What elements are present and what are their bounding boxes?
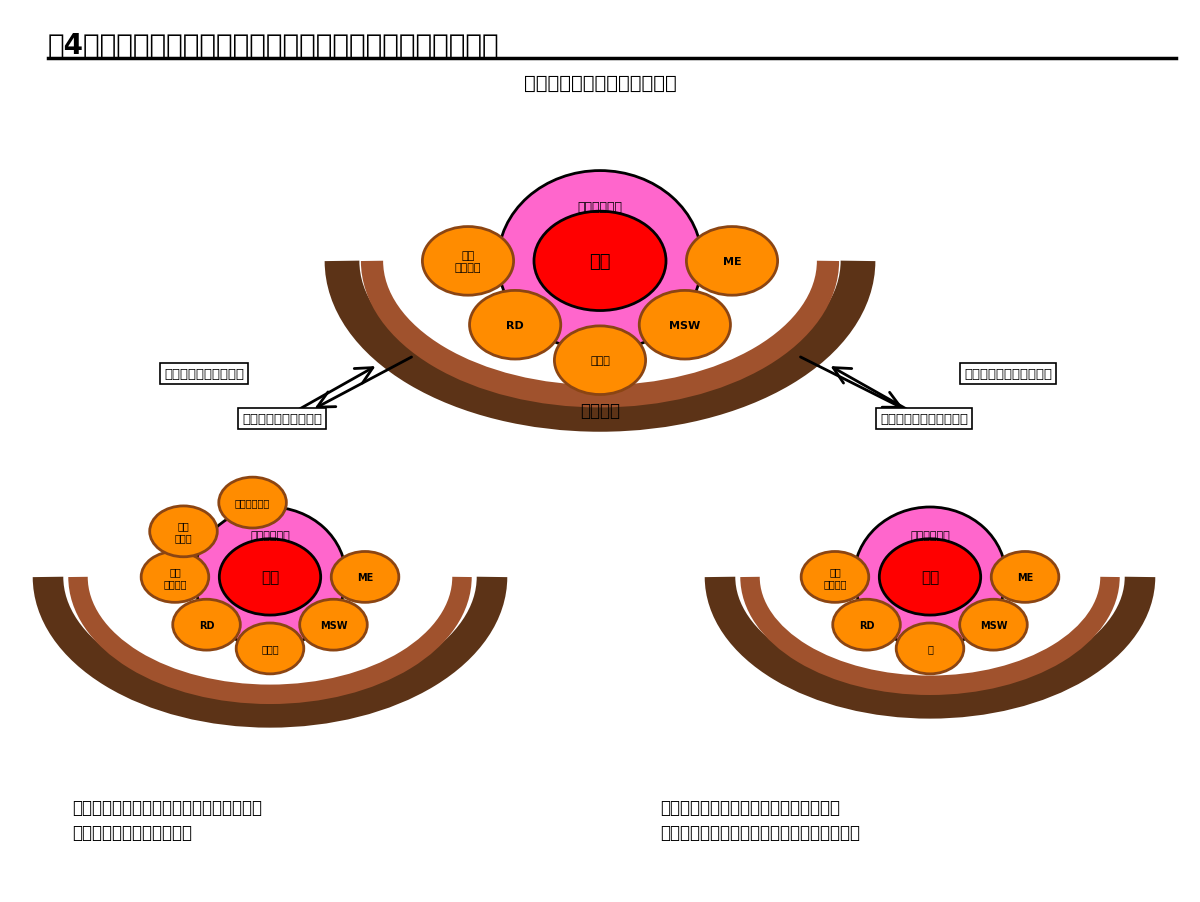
Text: 複雑性が低くなる場合: 複雑性が低くなる場合 bbox=[242, 413, 322, 426]
Text: 不確実性が低くなる場合: 不確実性が低くなる場合 bbox=[880, 413, 968, 426]
Text: 薬剤師: 薬剤師 bbox=[262, 644, 278, 654]
Text: RD: RD bbox=[859, 620, 875, 630]
Circle shape bbox=[142, 552, 209, 603]
Circle shape bbox=[640, 291, 731, 360]
Circle shape bbox=[880, 539, 980, 615]
Text: 医師、看護師: 医師、看護師 bbox=[910, 530, 950, 540]
Circle shape bbox=[802, 552, 869, 603]
Circle shape bbox=[469, 291, 560, 360]
Text: 不確実性が高くなる場合: 不確実性が高くなる場合 bbox=[964, 368, 1052, 381]
Circle shape bbox=[686, 227, 778, 296]
Text: 患者: 患者 bbox=[260, 570, 280, 584]
Text: フレーム: フレーム bbox=[580, 401, 620, 419]
Text: 医師、看護師: 医師、看護師 bbox=[250, 530, 290, 540]
Text: 医師、看護師: 医師、看護師 bbox=[577, 201, 623, 214]
Ellipse shape bbox=[854, 508, 1006, 647]
Circle shape bbox=[534, 212, 666, 311]
Text: RD: RD bbox=[506, 320, 524, 330]
Text: 医師、看護師のマネジメント業務が増え
各職種のルーチン業務が部分的に減って対応: 医師、看護師のマネジメント業務が増え 各職種のルーチン業務が部分的に減って対応 bbox=[660, 798, 860, 842]
Circle shape bbox=[422, 227, 514, 296]
Text: リハ
スタッフ: リハ スタッフ bbox=[163, 566, 187, 588]
Text: ME: ME bbox=[1016, 572, 1033, 583]
Ellipse shape bbox=[194, 508, 346, 647]
Text: 標準的病棟常駐型チーム医療: 標準的病棟常駐型チーム医療 bbox=[523, 74, 677, 93]
Text: MSW: MSW bbox=[979, 620, 1007, 630]
Text: リハ
スタッフ: リハ スタッフ bbox=[455, 251, 481, 272]
Text: RD: RD bbox=[199, 620, 215, 630]
Text: ME: ME bbox=[356, 572, 373, 583]
Circle shape bbox=[331, 552, 398, 603]
Text: アテンダント: アテンダント bbox=[235, 498, 270, 508]
Text: 図4　病棟常駐型チーム医療の複雑性、不確実性による変化: 図4 病棟常駐型チーム医療の複雑性、不確実性による変化 bbox=[48, 32, 499, 60]
Text: 患者: 患者 bbox=[589, 253, 611, 271]
Circle shape bbox=[554, 327, 646, 395]
Text: 患者: 患者 bbox=[920, 570, 940, 584]
Ellipse shape bbox=[498, 171, 702, 352]
Text: 多職種の数が増えたり、各職種の業務量が
増えたり減ったりして対応: 多職種の数が増えたり、各職種の業務量が 増えたり減ったりして対応 bbox=[72, 798, 262, 842]
Text: 歯科
衛生士: 歯科 衛生士 bbox=[175, 521, 192, 542]
Text: 複雑性が高くなる場合: 複雑性が高くなる場合 bbox=[164, 368, 244, 381]
Text: リハ
スタッフ: リハ スタッフ bbox=[823, 566, 847, 588]
Circle shape bbox=[220, 539, 320, 615]
Circle shape bbox=[218, 478, 287, 529]
Text: MSW: MSW bbox=[670, 320, 701, 330]
Text: 薬剤師: 薬剤師 bbox=[590, 355, 610, 366]
Circle shape bbox=[300, 600, 367, 650]
Circle shape bbox=[173, 600, 240, 650]
Circle shape bbox=[150, 506, 217, 557]
Circle shape bbox=[236, 623, 304, 674]
Text: 薬: 薬 bbox=[928, 644, 932, 654]
Circle shape bbox=[833, 600, 900, 650]
Circle shape bbox=[991, 552, 1058, 603]
Circle shape bbox=[960, 600, 1027, 650]
Circle shape bbox=[896, 623, 964, 674]
Text: ME: ME bbox=[722, 256, 742, 267]
Text: MSW: MSW bbox=[319, 620, 347, 630]
